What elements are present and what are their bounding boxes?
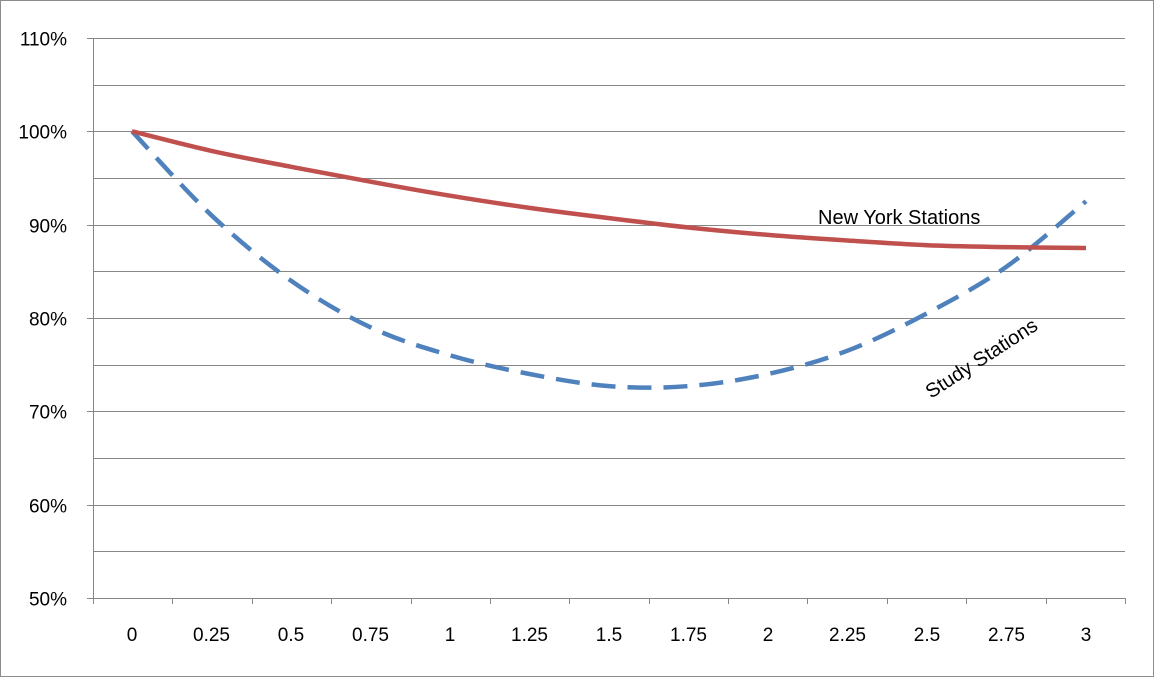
- x-tick-label: 0.25: [193, 625, 230, 646]
- x-tick-label: 2.75: [988, 625, 1025, 646]
- y-tick-label: 100%: [18, 123, 67, 144]
- x-tick-label: 1.5: [596, 625, 622, 646]
- x-tick-label: 0: [127, 625, 138, 646]
- y-tick-label: 70%: [29, 403, 67, 424]
- series-lines: [130, 129, 1088, 390]
- y-tick-label: 60%: [29, 497, 67, 518]
- y-tick-label: 110%: [20, 30, 67, 51]
- series-labels: New York Stations Study Stations: [818, 207, 1042, 403]
- tick-labels: 50% 60% 70% 80% 90% 100% 110% 0 0.25 0.5 0.75 1 1.25…: [18, 30, 1091, 647]
- x-tick-label: 2.5: [914, 625, 940, 646]
- axes: [87, 38, 1126, 604]
- series-label-study-stations: Study Stations: [922, 315, 1042, 404]
- y-tick-label: 90%: [29, 217, 67, 238]
- x-tick-label: 2: [763, 625, 774, 646]
- x-tick-label: 0.5: [278, 625, 304, 646]
- gridlines: [93, 38, 1125, 552]
- x-tick-label: 1: [445, 625, 456, 646]
- series-line-study-stations: [130, 129, 1088, 390]
- x-tick-label: 3: [1081, 625, 1092, 646]
- series-label-new-york-stations: New York Stations: [818, 207, 980, 229]
- x-tick-label: 2.25: [829, 625, 866, 646]
- series-line-new-york-stations: [131, 129, 1087, 251]
- x-tick-label: 0.75: [352, 625, 389, 646]
- y-tick-label: 50%: [29, 590, 67, 611]
- x-tick-label: 1.25: [511, 625, 548, 646]
- x-tick-label: 1.75: [670, 625, 707, 646]
- y-tick-label: 80%: [29, 310, 67, 331]
